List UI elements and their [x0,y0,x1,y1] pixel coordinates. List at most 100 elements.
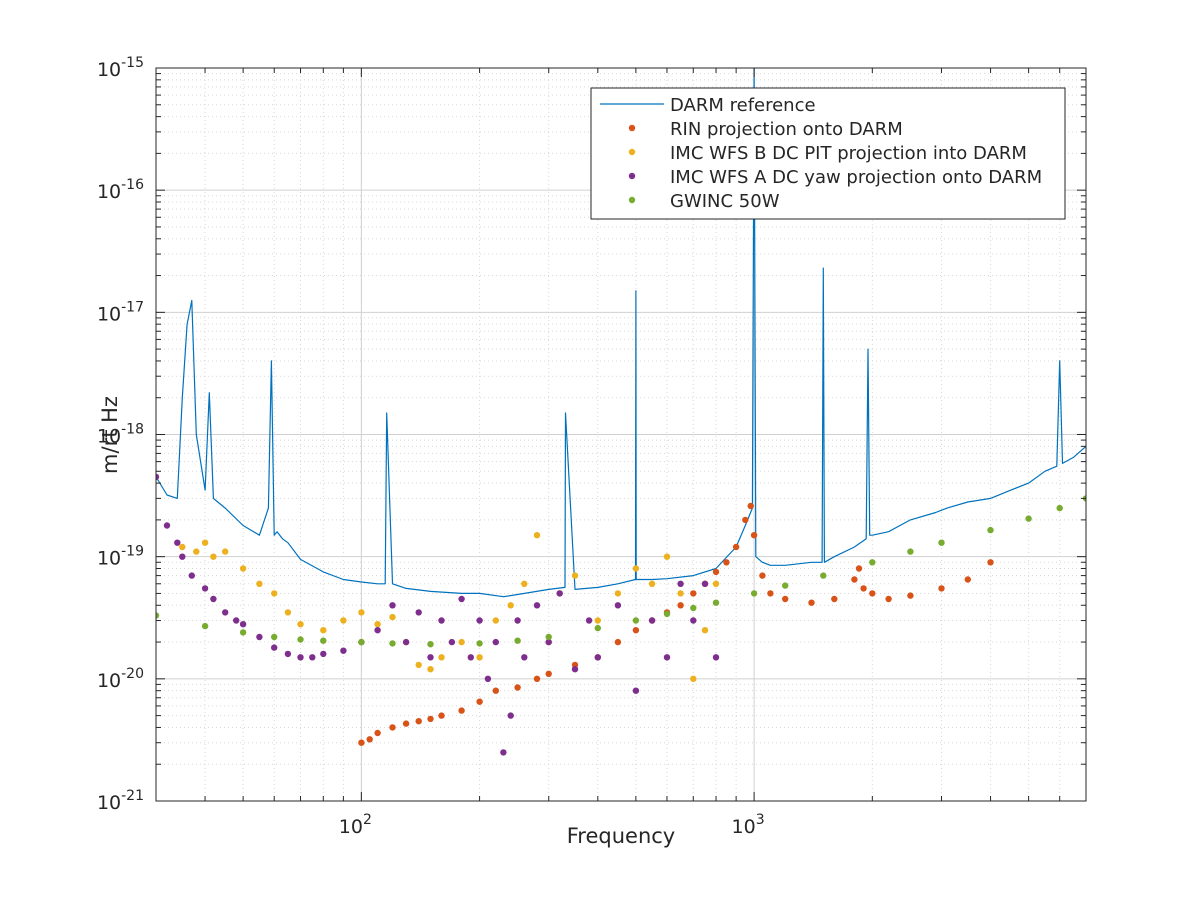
data-point [938,539,945,546]
data-point [222,609,229,616]
data-point [747,502,754,510]
data-point [614,602,622,609]
data-point [193,548,200,555]
data-point [533,675,541,682]
data-point [438,654,445,661]
data-point [427,641,434,648]
legend-entry: IMC WFS B DC PIT projection into DARM [628,143,1027,164]
data-point [201,585,209,592]
tick-marks [155,67,1087,802]
data-point [987,526,994,534]
data-point [458,595,465,603]
data-point [239,629,247,636]
data-point [484,675,492,682]
data-point [1025,515,1032,522]
data-point [690,590,697,597]
data-point [632,617,640,624]
data-point [632,565,640,572]
data-point [438,617,445,624]
data-point [284,609,292,616]
y-tick-label: 10-20 [97,666,144,692]
data-point [571,666,579,673]
series-line [156,68,1086,598]
legend: DARM reference RIN projection onto DARM IM… [590,87,1066,220]
data-point [389,640,396,647]
data-point [427,715,434,723]
data-point [201,622,209,630]
y-tick-label: 10-21 [97,788,144,814]
data-point [271,590,278,597]
data-point [663,654,671,661]
data-point [533,532,541,539]
data-point [271,644,278,651]
data-point [179,553,186,560]
minor-grid [155,68,1087,801]
data-point [632,687,640,694]
tick-labels: 102 103 10-21 10-20 10-19 10-18 10-17 10-16 10-1… [97,55,765,838]
data-point [712,568,720,576]
data-point [987,559,994,566]
data-point [808,599,815,606]
data-point [594,617,601,624]
data-point [533,602,541,609]
data-point [782,595,789,603]
data-point [340,647,347,654]
legend-label: DARM reference [670,95,816,116]
data-point [358,638,365,646]
data-point [594,624,601,632]
legend-swatch-marker [628,196,636,204]
data-point [179,543,186,551]
data-point [677,580,684,587]
data-point [415,661,422,669]
data-point [476,617,483,624]
data-point [767,590,774,597]
legend-entry: DARM reference [600,95,816,116]
data-point [389,602,396,609]
series-layer [156,68,1086,756]
data-point [297,654,304,661]
legend-swatch-marker [628,148,636,156]
data-point [284,650,292,658]
data-point [712,599,720,606]
data-point [514,684,521,691]
data-point [759,572,766,579]
data-point [831,595,838,603]
data-point [1056,504,1063,512]
data-point [701,627,709,634]
data-point [340,617,347,624]
data-point [742,516,749,524]
data-point [309,654,316,661]
x-axis-label: Frequency [567,824,676,848]
data-point [492,617,499,624]
data-point [701,580,709,587]
data-point [521,580,528,587]
data-point [648,617,656,624]
data-point [750,590,758,597]
data-point [632,627,640,634]
data-point [467,654,474,661]
data-point [271,633,278,641]
data-point [964,576,971,583]
data-point [239,621,247,628]
data-point [782,582,789,589]
data-point [507,602,514,609]
data-point [907,592,914,599]
data-point [389,613,396,621]
y-tick-label: 10-15 [97,55,144,81]
data-point [585,617,593,624]
legend-label: IMC WFS B DC PIT projection into DARM [670,143,1027,164]
data-point [163,522,171,529]
data-point [492,638,499,646]
legend-entries: DARM reference RIN projection onto DARM IM… [600,95,1042,212]
data-point [663,610,671,618]
data-point [358,739,365,746]
data-point [320,627,327,634]
data-point [677,590,684,597]
data-point [860,585,867,592]
legend-label: RIN projection onto DARM [670,119,903,140]
data-point [571,572,579,579]
data-point [750,532,758,539]
data-point [374,627,381,634]
data-point [851,576,858,583]
data-point [690,675,697,682]
